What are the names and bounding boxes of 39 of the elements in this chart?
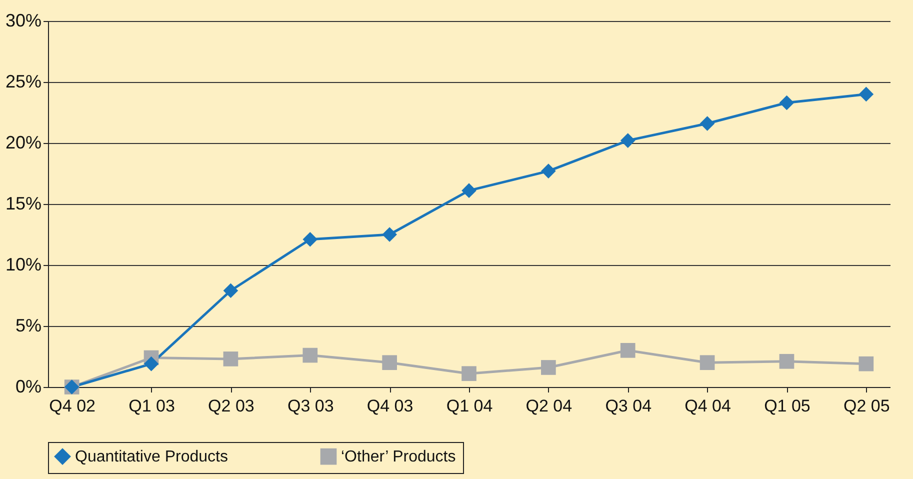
x-tick-label: Q1 03 (128, 396, 175, 416)
point (223, 283, 238, 298)
point (382, 227, 397, 242)
point (700, 355, 715, 370)
legend-label: Quantitative Products (75, 448, 228, 466)
point (620, 133, 636, 148)
point (302, 232, 318, 247)
y-tick-label: 5% (15, 316, 42, 336)
point (700, 116, 715, 131)
y-tick-label: 20% (5, 132, 42, 152)
x-tick-label: Q2 03 (208, 396, 254, 416)
point (858, 356, 874, 372)
x-tick-label: Q1 05 (764, 396, 810, 416)
x-tick-label: Q2 05 (844, 396, 890, 416)
point (144, 356, 159, 372)
point (779, 95, 794, 110)
point (541, 360, 556, 375)
x-tick-label: Q2 04 (526, 396, 572, 416)
legend-label: ‘Other’ Products (341, 448, 456, 466)
point (858, 86, 874, 102)
point (541, 164, 556, 178)
x-tick-label: Q4 04 (684, 396, 731, 416)
x-tick-label: Q4 03 (366, 396, 414, 416)
point (382, 355, 397, 370)
x-tick-label: Q3 03 (287, 396, 334, 416)
y-tick-label: 30% (5, 10, 42, 30)
point (302, 348, 318, 363)
y-tick-label: 0% (15, 376, 42, 396)
x-tick-label: Q1 04 (446, 396, 493, 416)
y-tick-label: 25% (5, 72, 42, 92)
point (223, 352, 238, 366)
point (462, 366, 476, 381)
x-tick-label: Q3 04 (605, 396, 652, 416)
x-tick-label: Q4 02 (49, 396, 96, 416)
y-tick-label: 15% (5, 194, 42, 214)
y-tick-label: 10% (5, 254, 42, 274)
point (779, 354, 794, 369)
point (620, 342, 636, 358)
point (462, 183, 476, 198)
